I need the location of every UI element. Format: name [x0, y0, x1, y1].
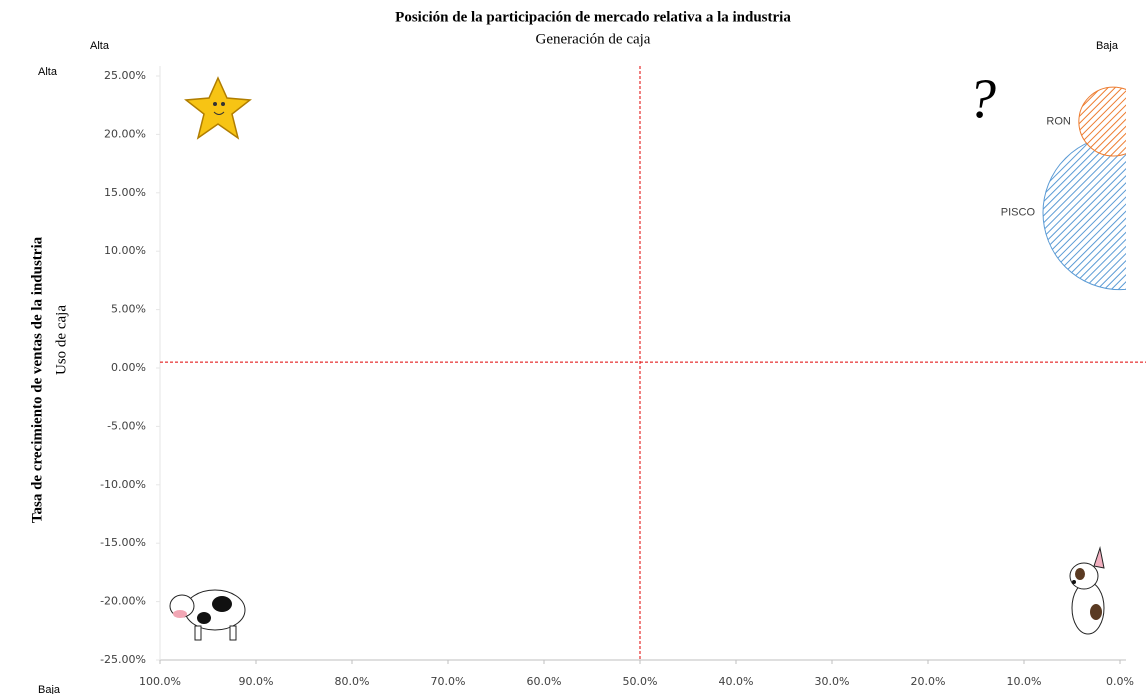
- chart-title: Posición de la participación de mercado …: [395, 9, 791, 25]
- x-tick-label: 10.0%: [1007, 675, 1042, 688]
- x-tick-label: 50.0%: [623, 675, 658, 688]
- x-axis-title: Generación de caja: [536, 31, 651, 47]
- y-axis-end: Baja: [38, 684, 61, 694]
- bubble: [1078, 86, 1126, 157]
- y-tick-label: -20.00%: [100, 595, 146, 608]
- question-icon: ?: [968, 68, 996, 130]
- y-tick-label: -15.00%: [100, 536, 146, 549]
- x-tick-label: 90.0%: [239, 675, 274, 688]
- data-label: PISCO: [1001, 207, 1036, 219]
- y-axis-subtitle: Uso de caja: [53, 305, 69, 375]
- y-tick-label: 15.00%: [104, 186, 146, 199]
- labels: 25.00% 20.00% 15.00% 10.00% 5.00% 0.00% -5.00%…: [100, 69, 1134, 688]
- plot-area: [1042, 86, 1126, 291]
- axes: [156, 66, 1146, 664]
- x-tick-label: 60.0%: [527, 675, 562, 688]
- x-tick-label: 70.0%: [431, 675, 466, 688]
- bubble: [1042, 135, 1126, 291]
- data-label: RON: [1046, 115, 1071, 127]
- x-tick-label: 80.0%: [335, 675, 370, 688]
- star-icon: [184, 76, 252, 140]
- x-axis-end: Baja: [1096, 40, 1119, 52]
- cow-icon: [169, 589, 246, 641]
- y-tick-label: 25.00%: [104, 69, 146, 82]
- x-tick-label: 20.0%: [911, 675, 946, 688]
- y-axis-title: Tasa de crecimiento de ventas de la indu…: [29, 236, 45, 523]
- x-tick-label: 30.0%: [815, 675, 850, 688]
- x-tick-label: 40.0%: [719, 675, 754, 688]
- dog-icon: [1069, 546, 1105, 635]
- y-tick-label: -25.00%: [100, 653, 146, 666]
- y-tick-label: 10.00%: [104, 244, 146, 257]
- y-tick-label: 20.00%: [104, 127, 146, 140]
- x-tick-label: 100.0%: [139, 675, 181, 688]
- y-tick-label: -10.00%: [100, 478, 146, 491]
- y-axis-end: Alta: [38, 66, 58, 78]
- y-tick-label: 5.00%: [111, 303, 146, 316]
- y-tick-label: -5.00%: [107, 419, 146, 432]
- x-tick-label: 0.0%: [1106, 675, 1134, 688]
- x-axis-end: Alta: [90, 40, 110, 52]
- y-tick-label: 0.00%: [111, 361, 146, 374]
